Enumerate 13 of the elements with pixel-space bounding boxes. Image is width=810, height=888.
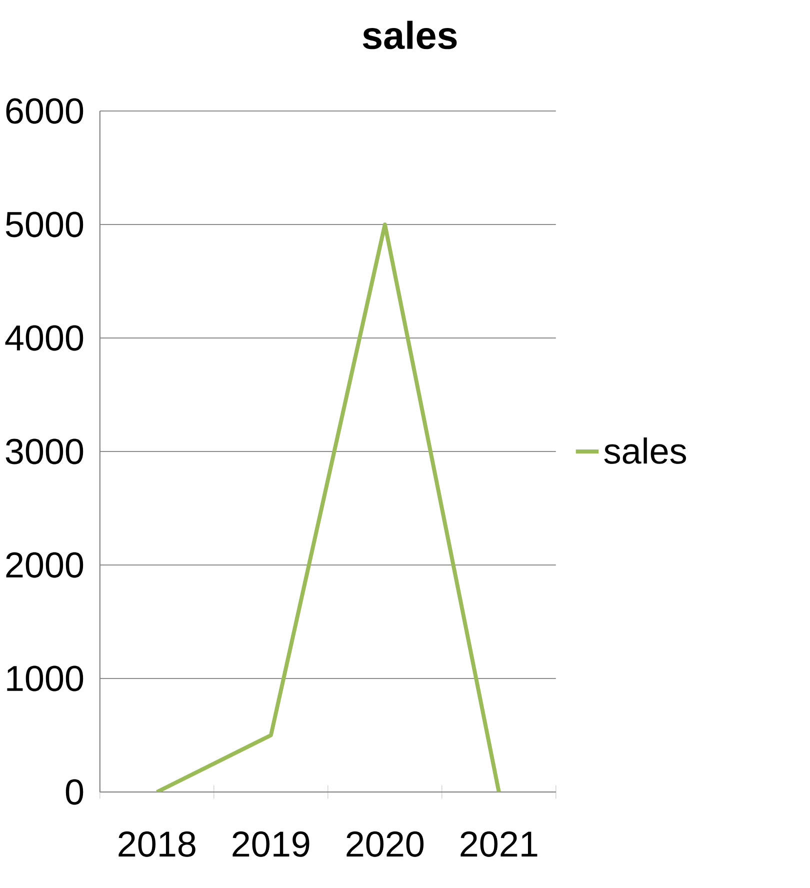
y-tick-label: 2000	[6, 552, 84, 578]
y-tick-label: 5000	[6, 212, 84, 238]
y-tick-label: 3000	[6, 438, 84, 464]
x-tick-label: 2019	[232, 831, 310, 857]
legend-label: sales	[604, 437, 686, 464]
x-tick-label: 2021	[460, 831, 538, 857]
x-tick-label: 2018	[118, 831, 196, 857]
chart-title: sales	[362, 20, 457, 50]
y-tick-label: 0	[66, 779, 84, 805]
y-tick-label: 6000	[6, 98, 84, 124]
y-tick-label: 4000	[5, 325, 84, 351]
y-tick-label: 1000	[7, 666, 84, 692]
x-tick-label: 2020	[346, 831, 424, 857]
